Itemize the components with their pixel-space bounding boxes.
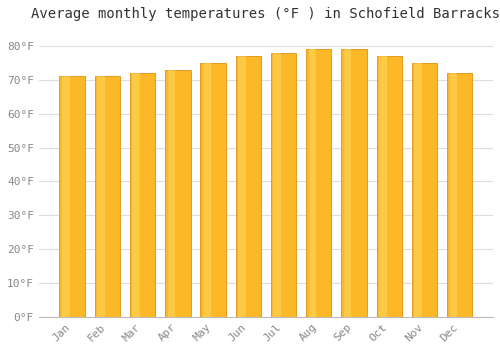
Bar — [450, 73, 457, 317]
Bar — [376, 56, 402, 317]
Bar — [342, 49, 366, 317]
Bar — [62, 76, 70, 317]
Bar — [271, 53, 296, 317]
Bar — [238, 56, 246, 317]
Title: Average monthly temperatures (°F ) in Schofield Barracks: Average monthly temperatures (°F ) in Sc… — [32, 7, 500, 21]
Bar — [94, 76, 120, 317]
Bar — [97, 76, 105, 317]
Bar — [165, 70, 190, 317]
Bar — [344, 49, 352, 317]
Bar — [308, 49, 316, 317]
Bar — [306, 49, 332, 317]
Bar — [412, 63, 437, 317]
Bar — [236, 56, 261, 317]
Bar — [168, 70, 175, 317]
Bar — [274, 53, 281, 317]
Bar — [60, 76, 85, 317]
Bar — [379, 56, 386, 317]
Bar — [130, 73, 156, 317]
Bar — [132, 73, 140, 317]
Bar — [414, 63, 422, 317]
Bar — [200, 63, 226, 317]
Bar — [447, 73, 472, 317]
Bar — [203, 63, 210, 317]
